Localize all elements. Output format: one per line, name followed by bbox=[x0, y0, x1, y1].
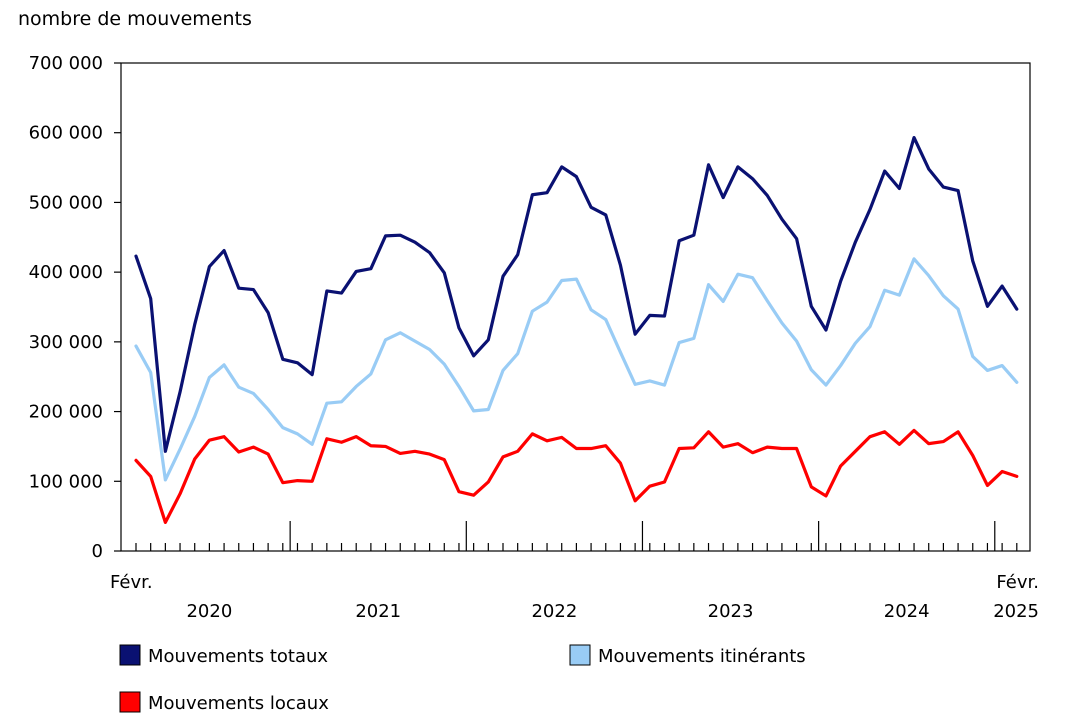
legend-swatch bbox=[119, 691, 141, 713]
legend-swatch bbox=[569, 644, 591, 666]
y-tick-label: 700 000 bbox=[29, 53, 103, 74]
y-tick-label: 100 000 bbox=[29, 471, 103, 492]
x-axis-labels: Févr. Févr. 2020 2021 2022 2023 2024 2025 bbox=[110, 572, 1039, 622]
legend-label: Mouvements totaux bbox=[148, 646, 328, 667]
y-tick-label: 400 000 bbox=[29, 262, 103, 283]
legend-label: Mouvements itinérants bbox=[598, 646, 806, 667]
legend: Mouvements totaux Mouvements itinérants Mo… bbox=[119, 644, 806, 714]
x-year-label: 2020 bbox=[186, 601, 232, 622]
y-tick-label: 600 000 bbox=[29, 123, 103, 144]
series-line bbox=[134, 135, 1019, 453]
y-tick-label: 500 000 bbox=[29, 192, 103, 213]
x-year-label: 2024 bbox=[884, 601, 930, 622]
y-axis-label: nombre de mouvements bbox=[18, 8, 252, 30]
legend-swatch bbox=[119, 644, 141, 666]
series-line bbox=[134, 428, 1019, 525]
series-line bbox=[134, 257, 1019, 482]
y-axis: 0 100 000 200 000 300 000 400 000 500 000 600 … bbox=[29, 53, 121, 562]
x-start-label: Févr. bbox=[110, 572, 153, 593]
x-end-label: Févr. bbox=[996, 572, 1039, 593]
series-lines bbox=[134, 135, 1019, 525]
y-tick-label: 200 000 bbox=[29, 402, 103, 423]
x-year-label: 2023 bbox=[708, 601, 754, 622]
y-tick-label: 300 000 bbox=[29, 332, 103, 353]
x-year-label: 2021 bbox=[355, 601, 401, 622]
x-axis bbox=[135, 521, 1018, 551]
x-year-label: 2022 bbox=[531, 601, 577, 622]
legend-label: Mouvements locaux bbox=[148, 693, 329, 714]
plot-frame bbox=[120, 62, 1031, 552]
y-tick-label: 0 bbox=[92, 541, 103, 562]
x-year-label: 2025 bbox=[993, 601, 1039, 622]
